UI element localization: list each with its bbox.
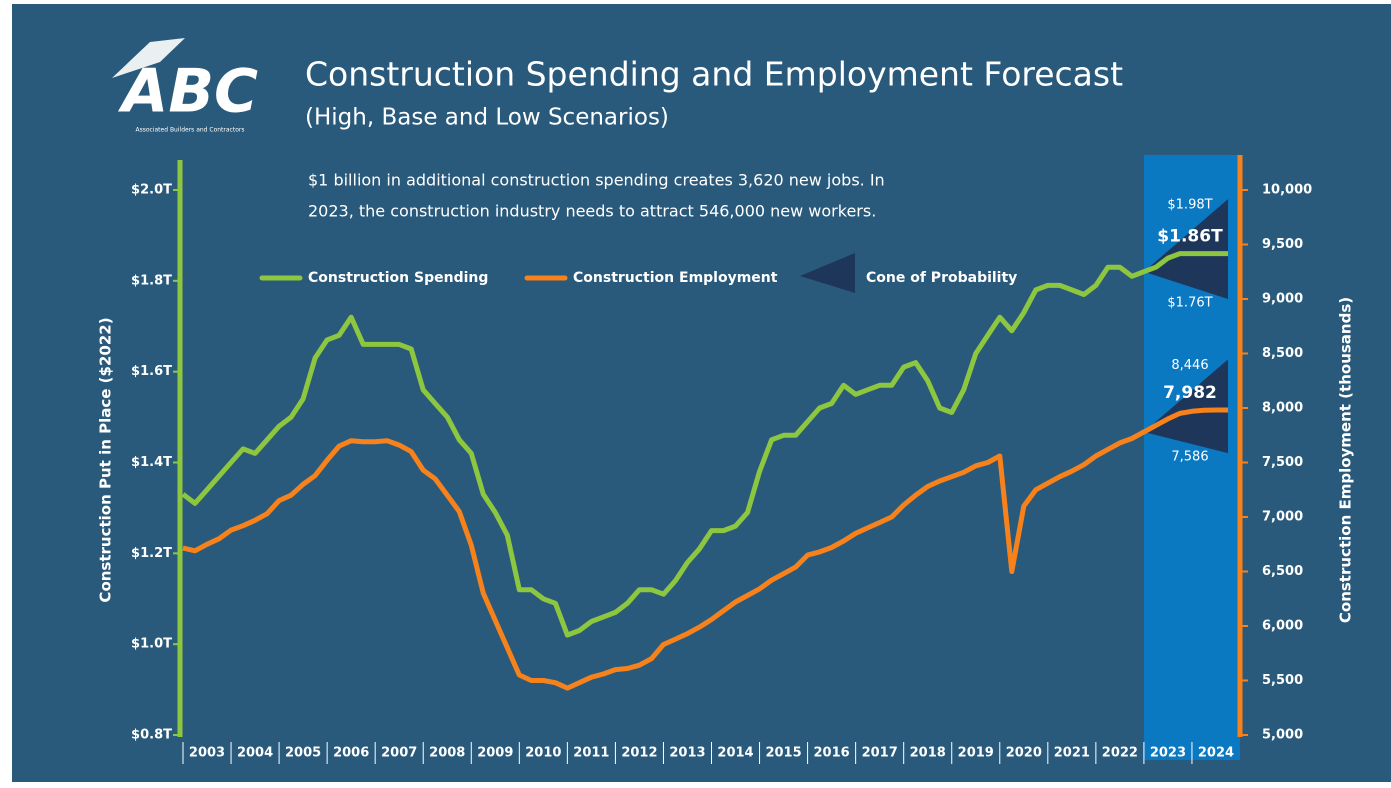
cone-of-probability: [1143, 199, 1228, 299]
y2-tick-label: 7,000: [1262, 510, 1303, 525]
y-tick-label: $2.0T: [131, 183, 172, 198]
x-tick-label: 2007: [381, 746, 417, 761]
x-tick-label: 2023: [1150, 746, 1186, 761]
last-value-label: $1.86T: [1157, 227, 1223, 247]
y2-tick-label: 6,500: [1262, 564, 1303, 579]
x-tick-label: 2005: [285, 746, 321, 761]
last-value-label: 7,982: [1163, 383, 1217, 403]
chart-subtitle: (High, Base and Low Scenarios): [305, 105, 669, 131]
x-tick-label: 2011: [573, 746, 609, 761]
x-tick-label: 2006: [333, 746, 369, 761]
x-tick-label: 2019: [958, 746, 994, 761]
x-tick-label: 2012: [621, 746, 657, 761]
y-tick-label: $0.8T: [131, 728, 172, 743]
x-tick-label: 2024: [1198, 746, 1234, 761]
cone-low-label: $1.76T: [1167, 296, 1212, 311]
y2-tick-label: 8,500: [1262, 346, 1303, 361]
x-tick-label: 2015: [765, 746, 801, 761]
x-tick-label: 2010: [525, 746, 561, 761]
y-axis-label: Construction Put in Place ($2022): [97, 317, 115, 602]
logo: ABC Associated Builders and Contractors: [112, 38, 258, 134]
y2-axis-label: Construction Employment (thousands): [1337, 297, 1355, 623]
y-tick-label: $1.0T: [131, 637, 172, 652]
legend-swatch: [800, 253, 855, 293]
y2-tick-label: 8,000: [1262, 401, 1303, 416]
y2-tick-label: 9,000: [1262, 292, 1303, 307]
legend-label: Construction Employment: [573, 270, 778, 286]
series-line: [182, 407, 1228, 691]
y2-tick-label: 5,000: [1262, 728, 1303, 743]
note-line: $1 billion in additional construction sp…: [308, 171, 885, 190]
x-tick-label: 2018: [910, 746, 946, 761]
x-tick-label: 2014: [717, 746, 753, 761]
cone-low-label: 7,586: [1171, 450, 1208, 465]
x-tick-label: 2017: [862, 746, 898, 761]
series-line: [181, 251, 1228, 638]
y2-tick-label: 5,500: [1262, 673, 1303, 688]
y2-tick-label: 9,500: [1262, 237, 1303, 252]
logo-flag: [112, 38, 185, 78]
x-tick-label: 2013: [669, 746, 705, 761]
legend-label: Cone of Probability: [866, 270, 1017, 286]
logo-subtext: Associated Builders and Contractors: [136, 127, 245, 134]
x-tick-label: 2020: [1006, 746, 1042, 761]
note-line: 2023, the construction industry needs to…: [308, 202, 876, 221]
cone-high-label: 8,446: [1171, 358, 1208, 373]
y2-tick-label: 10,000: [1262, 183, 1312, 198]
x-tick-label: 2021: [1054, 746, 1090, 761]
legend-label: Construction Spending: [308, 270, 488, 286]
x-tick-label: 2008: [429, 746, 465, 761]
y2-tick-label: 6,000: [1262, 619, 1303, 634]
chart-title: Construction Spending and Employment For…: [305, 55, 1123, 94]
y-tick-label: $1.8T: [131, 273, 172, 288]
cone-high-label: $1.98T: [1167, 198, 1212, 213]
y-tick-label: $1.6T: [131, 364, 172, 379]
x-tick-label: 2016: [814, 746, 850, 761]
x-tick-label: 2004: [237, 746, 273, 761]
x-tick-label: 2009: [477, 746, 513, 761]
cone-of-probability: [1143, 359, 1228, 454]
x-tick-label: 2022: [1102, 746, 1138, 761]
x-tick-label: 2003: [189, 746, 225, 761]
logo-text: ABC: [118, 57, 258, 127]
y2-tick-label: 7,500: [1262, 455, 1303, 470]
y-tick-label: $1.2T: [131, 546, 172, 561]
y-tick-label: $1.4T: [131, 455, 172, 470]
